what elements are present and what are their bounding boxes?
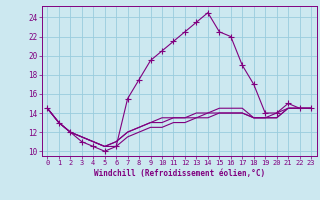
X-axis label: Windchill (Refroidissement éolien,°C): Windchill (Refroidissement éolien,°C) — [94, 169, 265, 178]
